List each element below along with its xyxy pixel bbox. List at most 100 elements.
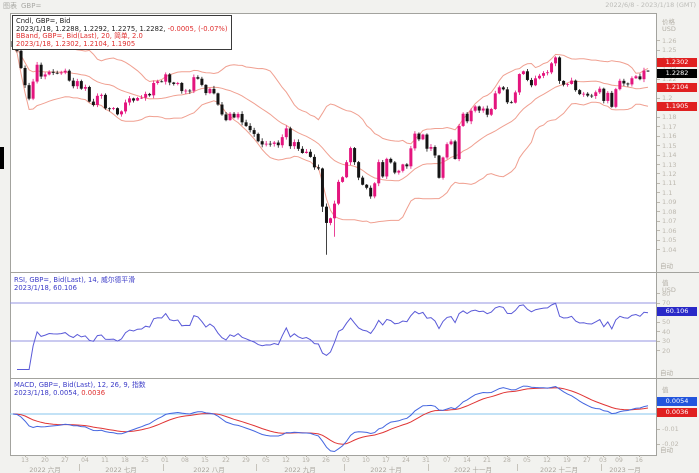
time-tick-mark	[507, 455, 508, 457]
candle-body	[353, 148, 357, 163]
price-pane[interactable]	[11, 29, 650, 255]
candle-body	[578, 90, 582, 95]
macd-pane-legend[interactable]: MACD, GBP=, Bid(Last), 12, 26, 9, 指数 202…	[14, 381, 146, 397]
time-tick-mark	[25, 455, 26, 457]
candle-body	[425, 134, 429, 149]
axis-tick-label: 50	[662, 318, 671, 326]
axis-tick-mark	[657, 444, 660, 445]
candle-body	[457, 125, 461, 159]
macd-pane[interactable]	[10, 385, 656, 453]
candle-body	[598, 88, 602, 93]
candle-body	[337, 181, 341, 204]
candle-body	[184, 90, 188, 92]
candle-body	[67, 70, 71, 81]
candle-body	[47, 71, 51, 75]
candle-body	[200, 78, 204, 85]
candle-body	[136, 98, 140, 101]
candle-body	[304, 151, 308, 154]
candle-body	[164, 74, 168, 82]
candle-body	[389, 158, 393, 163]
candle-body	[329, 218, 332, 223]
candle-body	[618, 80, 622, 90]
candle-body	[192, 77, 196, 91]
candle-body	[176, 82, 180, 84]
rsi-pane[interactable]	[10, 302, 656, 370]
bollinger-lower-line	[12, 46, 649, 224]
candle-body	[284, 128, 288, 138]
symbol-selector[interactable]: 图表 GBP=	[3, 1, 41, 11]
time-tick-mark	[547, 455, 548, 457]
time-tick-mark	[306, 455, 307, 457]
bb-lower-box: 1.1905	[657, 102, 697, 111]
axis-tick-label: 1.09	[662, 198, 677, 206]
time-tick-mark	[105, 455, 106, 457]
axis-tick-label: 1.04	[662, 246, 677, 254]
candle-body	[212, 88, 216, 94]
rsi-pane-legend[interactable]: RSI, GBP=, Bid(Last), 14, 威尔德平滑 2023/1/1…	[14, 276, 135, 292]
candle-change-values: -0.0005, (-0.07%)	[165, 24, 228, 33]
axis-tick-label: 1.26	[662, 37, 677, 45]
candle-body	[264, 143, 268, 145]
candle-body	[525, 71, 529, 80]
axis-tick-label: 1.07	[662, 217, 677, 225]
axis-tick-label: 1.18	[662, 113, 677, 121]
candle-body	[244, 122, 248, 126]
month-label: 2022 八月	[193, 466, 225, 473]
price-axis-auto[interactable]: 自动	[660, 262, 673, 270]
candle-body	[429, 147, 433, 149]
axis-tick-mark	[657, 249, 660, 250]
candle-body	[216, 93, 220, 105]
time-tick-mark	[205, 455, 206, 457]
time-tick-mark	[185, 455, 186, 457]
candle-body	[405, 164, 409, 167]
day-tick-label: 24	[402, 457, 410, 464]
signal-value-box: 0.0036	[657, 408, 697, 417]
day-tick-label: 27	[583, 457, 591, 464]
candle-body	[642, 70, 646, 80]
candle-body	[582, 93, 586, 95]
day-tick-label: 28	[503, 457, 511, 464]
macd-axis-title: 值	[662, 386, 669, 394]
window-edge-artifact	[0, 147, 4, 169]
day-tick-label: 03	[342, 457, 350, 464]
pane-separator-2[interactable]	[10, 378, 699, 379]
time-tick-mark	[603, 455, 604, 457]
axis-tick-label: 20	[662, 347, 671, 355]
candle-body	[537, 75, 541, 79]
axis-tick-mark	[657, 202, 660, 203]
price-pane-legend[interactable]: Cndl, GBP=, Bid 2023/1/18, 1.2288, 1.229…	[12, 15, 232, 51]
axis-tick-mark	[657, 350, 660, 351]
candle-body	[449, 141, 453, 145]
axis-tick-label: 1.08	[662, 208, 677, 216]
macd-axis-auto[interactable]: 自动	[660, 446, 673, 454]
time-tick-mark	[246, 455, 247, 457]
axis-tick-label: 30	[662, 337, 671, 345]
candle-body	[240, 113, 244, 123]
candle-body	[180, 82, 184, 92]
candle-body	[120, 111, 124, 115]
day-tick-label: 07	[443, 457, 451, 464]
price-axis-title: 价格	[662, 18, 675, 26]
candle-body	[509, 102, 513, 104]
axis-tick-label: 1.14	[662, 151, 677, 159]
last-price-box: 1.2282	[657, 69, 697, 78]
day-tick-label: 10	[362, 457, 370, 464]
candle-body	[140, 97, 144, 99]
candles-layer	[11, 39, 650, 255]
candle-body	[204, 84, 208, 94]
candle-body	[156, 81, 160, 83]
candle-body	[19, 50, 23, 68]
candle-body	[220, 104, 224, 115]
rsi-axis-auto[interactable]: 自动	[660, 369, 673, 377]
axis-tick-mark	[657, 50, 660, 51]
axis-tick-label: 1.06	[662, 227, 677, 235]
pane-separator-1[interactable]	[10, 272, 699, 273]
candle-body	[521, 71, 525, 75]
axis-tick-mark	[657, 145, 660, 146]
time-tick-mark	[125, 455, 126, 457]
candle-body	[320, 168, 324, 207]
axis-tick-mark	[657, 303, 660, 304]
candle-body	[103, 94, 107, 109]
axis-tick-mark	[657, 211, 660, 212]
